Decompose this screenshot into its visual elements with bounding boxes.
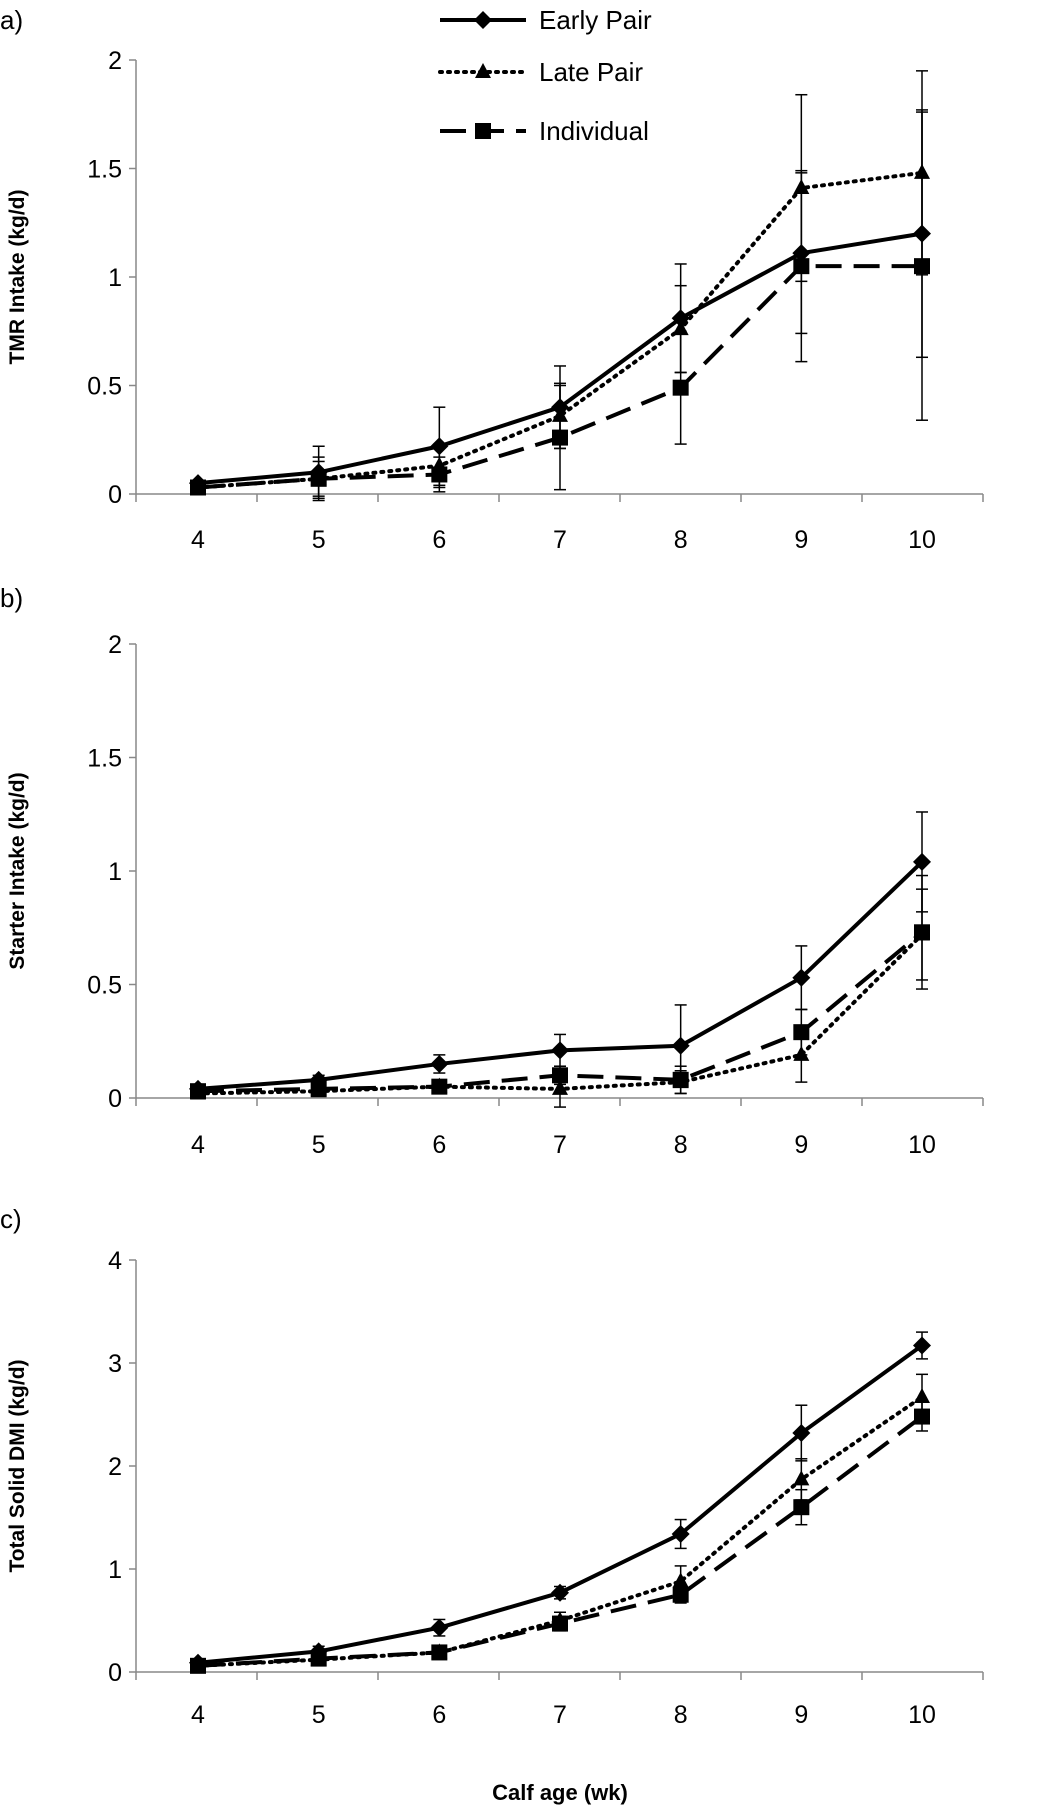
x-tick-label: 9 [794, 1131, 808, 1159]
x-tick-label: 9 [794, 1701, 808, 1729]
x-tick-label: 7 [553, 1131, 567, 1159]
data-point [672, 379, 689, 396]
panel-a: a) TMR Intake (kg/d) 0 0.5 1 1.5 2 4 5 6 7 8 9 10 [0, 5, 984, 554]
series-individual [190, 874, 930, 1100]
data-point [190, 479, 206, 496]
y-tick-label: 0.5 [87, 972, 122, 1000]
data-point [914, 258, 930, 275]
y-tick-label: 0 [108, 481, 122, 509]
y-tick-label: 2 [108, 631, 122, 659]
data-point [793, 258, 810, 275]
x-tick-label: 5 [312, 526, 326, 554]
panel-label: c) [0, 1204, 22, 1234]
series-individual [190, 1401, 930, 1674]
series-early-pair [189, 811, 931, 1098]
legend-marker-diamond [474, 11, 492, 29]
x-tick-label: 10 [908, 526, 936, 554]
data-point [914, 924, 930, 941]
x-tick-label: 5 [312, 1701, 326, 1729]
y-axis-title: TMR Intake (kg/d) [6, 189, 29, 364]
y-tick-label: 3 [108, 1350, 122, 1378]
data-point [913, 1336, 931, 1355]
data-point [552, 1079, 568, 1095]
data-point [430, 1054, 449, 1073]
x-tick-label: 8 [674, 1701, 688, 1729]
data-point [792, 1424, 811, 1443]
x-tick-label: 10 [908, 1131, 936, 1159]
data-point [672, 1071, 689, 1088]
legend-label: Early Pair [539, 5, 652, 35]
panel-label: b) [0, 583, 23, 613]
x-tick-label: 6 [432, 1701, 446, 1729]
y-tick-label: 2 [108, 47, 122, 75]
x-tick-label: 5 [312, 1131, 326, 1159]
data-point [310, 1650, 327, 1667]
data-point [190, 1083, 206, 1100]
data-point [431, 466, 448, 483]
data-point [190, 1657, 206, 1674]
x-tick-label: 4 [191, 1701, 205, 1729]
y-tick-label: 1 [108, 264, 122, 292]
x-tick-label: 4 [191, 526, 205, 554]
data-point [552, 1615, 568, 1632]
legend: Early Pair Late Pair Individual [438, 5, 652, 146]
x-tick-label: 10 [908, 1701, 936, 1729]
y-tick-label: 1 [108, 1556, 122, 1584]
data-point [913, 852, 931, 871]
legend-item: Late Pair [438, 57, 643, 87]
data-point [793, 1024, 810, 1041]
data-point [310, 470, 327, 487]
data-point [672, 1572, 689, 1588]
y-axis-title: Total Solid DMI (kg/d) [6, 1359, 29, 1572]
y-tick-label: 0 [108, 1659, 122, 1687]
data-point [310, 1080, 327, 1097]
panel-c: c) Total Solid DMI (kg/d) 0 1 2 3 4 4 5 6 7 8 9 10 [0, 1204, 984, 1729]
y-tick-label: 0.5 [87, 373, 122, 401]
legend-item: Early Pair [440, 5, 652, 35]
x-tick-label: 6 [432, 526, 446, 554]
panel-b: b) Starter Intake (kg/d) 0 0.5 1 1.5 2 4 5 6 7 8 9 10 [0, 583, 984, 1159]
data-point [552, 1067, 568, 1084]
data-point [671, 1524, 690, 1543]
y-tick-label: 2 [108, 1453, 122, 1481]
data-point [552, 429, 568, 446]
data-point [431, 1078, 448, 1095]
legend-label: Individual [539, 116, 649, 146]
data-point [914, 1387, 930, 1403]
x-tick-label: 7 [553, 1701, 567, 1729]
x-tick-label: 4 [191, 1131, 205, 1159]
legend-item: Individual [440, 116, 649, 146]
data-point [793, 1470, 810, 1486]
legend-marker-square [475, 123, 491, 139]
data-point [793, 1499, 810, 1516]
x-tick-label: 6 [432, 1131, 446, 1159]
series-individual [190, 111, 930, 502]
x-tick-label: 7 [553, 526, 567, 554]
x-tick-label: 9 [794, 526, 808, 554]
legend-label: Late Pair [539, 57, 643, 87]
y-axis-title: Starter Intake (kg/d) [6, 772, 29, 969]
x-tick-label: 8 [674, 1131, 688, 1159]
y-tick-label: 1.5 [87, 156, 122, 184]
y-tick-label: 4 [108, 1247, 122, 1275]
x-axis-title: Calf age (wk) [492, 1780, 628, 1805]
data-point [792, 968, 811, 987]
panel-label: a) [0, 5, 23, 35]
data-point [551, 1041, 569, 1060]
data-point [914, 1408, 930, 1425]
data-point [431, 1644, 448, 1661]
y-tick-label: 1.5 [87, 745, 122, 773]
data-point [551, 1583, 569, 1602]
x-tick-label: 8 [674, 526, 688, 554]
legend-marker-triangle [475, 63, 491, 78]
y-tick-label: 0 [108, 1085, 122, 1113]
data-point [430, 1618, 449, 1637]
data-point [672, 1586, 689, 1603]
y-tick-label: 1 [108, 858, 122, 886]
data-point [671, 1036, 690, 1055]
